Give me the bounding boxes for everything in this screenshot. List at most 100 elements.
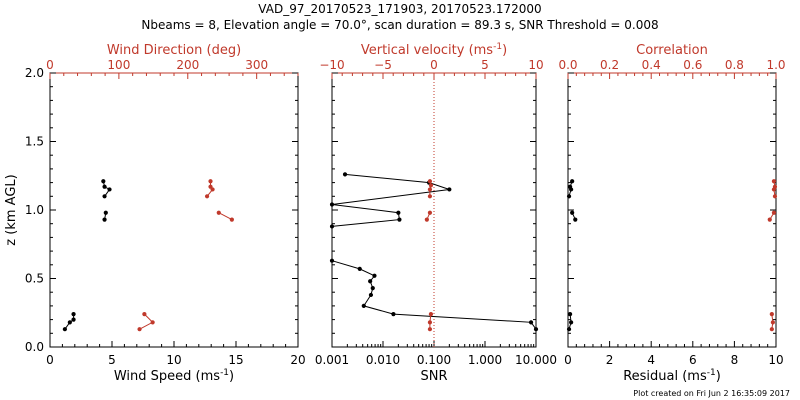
data-point <box>208 179 213 184</box>
series-line <box>102 181 111 197</box>
data-point <box>391 312 396 317</box>
series-line <box>331 260 537 330</box>
data-point <box>397 217 402 222</box>
data-point <box>573 217 578 222</box>
data-point <box>427 194 433 199</box>
series-line <box>139 313 154 330</box>
top-axis-label: Correlation <box>636 43 708 58</box>
data-point <box>102 217 107 222</box>
top-tick-label: 0.4 <box>642 58 661 72</box>
data-point <box>71 312 76 317</box>
x-tick-label: 10 <box>166 353 181 367</box>
x-tick-label: 0 <box>564 353 572 367</box>
data-point <box>767 217 772 222</box>
plot-created-stamp: Plot created on Fri Jun 2 16:35:09 2017 <box>633 389 790 398</box>
top-tick-label: −5 <box>374 58 392 72</box>
data-point <box>424 217 429 222</box>
data-point <box>566 194 572 199</box>
series-line <box>218 212 233 221</box>
data-point <box>769 312 774 317</box>
bottom-axis-label: SNR <box>420 369 447 384</box>
data-point <box>142 312 147 317</box>
plot-frame <box>567 72 777 348</box>
data-point <box>101 179 106 184</box>
y-tick-label: 1.0 <box>25 203 44 217</box>
data-point <box>427 187 433 192</box>
top-axis-label: Wind Direction (deg) <box>107 43 241 58</box>
data-point <box>342 172 348 177</box>
x-tick-label: 15 <box>228 353 243 367</box>
data-point <box>229 217 234 222</box>
plot-frame <box>49 72 299 348</box>
top-tick-label: 0 <box>46 58 54 72</box>
series-line <box>64 314 75 330</box>
y-axis-label: z (km AGL) <box>4 174 19 245</box>
data-point <box>368 279 373 284</box>
data-point <box>361 303 366 308</box>
data-point <box>569 187 574 192</box>
data-point <box>372 273 377 278</box>
data-point <box>427 179 433 184</box>
data-point <box>570 210 575 215</box>
top-tick-label: 300 <box>245 58 268 72</box>
x-tick-label: 0.100 <box>417 353 451 367</box>
y-tick-label: 0.0 <box>25 340 44 354</box>
top-tick-label: −10 <box>319 58 344 72</box>
data-point <box>428 312 434 317</box>
x-tick-label: 10.000 <box>515 353 557 367</box>
data-point <box>210 187 215 192</box>
top-tick-label: 10 <box>528 58 543 72</box>
data-point <box>357 266 362 272</box>
top-tick-label: 0.0 <box>558 58 577 72</box>
x-tick-label: 1.000 <box>468 353 502 367</box>
data-point <box>102 184 107 189</box>
x-tick-label: 0.001 <box>315 353 349 367</box>
panel-2: 0.001 0.010 0.100 1.000 10.000 SNR −10 −5 0 5 10 Ve… <box>315 42 557 384</box>
data-point <box>107 187 112 192</box>
panel-3: 0 2 4 6 8 10 Residual (ms-1) 0.0 0.2 0.4 0.6 0.8 1.0… <box>558 43 785 384</box>
data-point <box>368 292 374 298</box>
data-point <box>102 194 107 199</box>
data-point <box>370 285 375 291</box>
bottom-axis-label: Residual (ms-1) <box>623 368 721 384</box>
x-tick-label: 0.010 <box>366 353 400 367</box>
data-point <box>771 210 777 215</box>
data-point <box>62 327 67 332</box>
data-point <box>67 320 72 325</box>
top-tick-label: 0 <box>430 58 438 72</box>
panel-1: 0.0 0.5 1.0 1.5 2.0 z (km AGL) 0 5 10 15 20 Wind Sp… <box>4 43 306 384</box>
top-tick-label: 0.6 <box>683 58 702 72</box>
data-point <box>770 320 775 325</box>
data-point <box>103 210 108 215</box>
figure-title-line2: Nbeams = 8, Elevation angle = 70.0°, sca… <box>141 18 658 32</box>
top-tick-label: 1.0 <box>766 58 785 72</box>
data-point <box>204 194 210 199</box>
x-tick-label: 20 <box>290 353 305 367</box>
data-point <box>396 210 401 215</box>
x-tick-label: 0 <box>46 353 54 367</box>
top-tick-label: 0.8 <box>725 58 744 72</box>
data-point <box>71 317 76 322</box>
data-point <box>216 210 221 215</box>
y-tick-label: 2.0 <box>25 66 44 80</box>
data-point <box>772 194 778 199</box>
data-point <box>329 202 335 207</box>
data-point <box>528 320 534 325</box>
data-point <box>427 320 433 325</box>
data-point <box>771 187 777 192</box>
top-tick-label: 5 <box>481 58 489 72</box>
data-point <box>137 327 142 332</box>
y-tick-label: 1.5 <box>25 135 44 149</box>
x-tick-label: 4 <box>647 353 655 367</box>
series-line <box>331 173 450 227</box>
y-tick-label: 0.5 <box>25 272 44 286</box>
data-point <box>533 327 539 332</box>
figure-title-line1: VAD_97_20170523_171903, 20170523.172000 <box>258 2 541 16</box>
x-tick-label: 10 <box>768 353 783 367</box>
data-point <box>769 327 774 332</box>
data-point <box>329 258 335 263</box>
x-tick-label: 6 <box>689 353 697 367</box>
x-tick-label: 8 <box>731 353 739 367</box>
